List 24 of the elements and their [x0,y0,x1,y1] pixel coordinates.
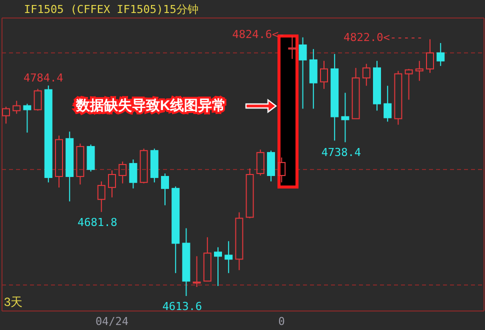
annotation: 3天 [4,295,23,309]
candlestick [415,60,424,82]
candlestick [66,131,74,202]
candlestick [278,157,286,183]
x-tick-label: 04/24 [95,315,129,328]
annotation: 4613.6 [162,300,202,313]
candlestick [436,42,445,66]
annotation: 数据缺失导致K线图异常 [75,97,226,113]
chart-title: IF1505 (CFFEX IF1505)15分钟 [24,3,198,16]
candlestick [320,60,328,90]
candlestick [224,240,233,274]
x-tick-label: 0 [278,315,285,328]
annotation: 4784.4 [24,72,64,85]
annotation: 4824.6<- [232,28,286,41]
candlestick [309,48,318,110]
annotation: 4738.4 [321,146,362,160]
candlestick [288,36,296,60]
candlestick [298,36,307,110]
candlestick [214,246,222,287]
candlestick [182,228,190,296]
annotation: 4681.8 [78,216,118,229]
candlestick [330,53,339,142]
annotation: 4822.0<----- [344,31,423,44]
candlestick [341,92,350,143]
